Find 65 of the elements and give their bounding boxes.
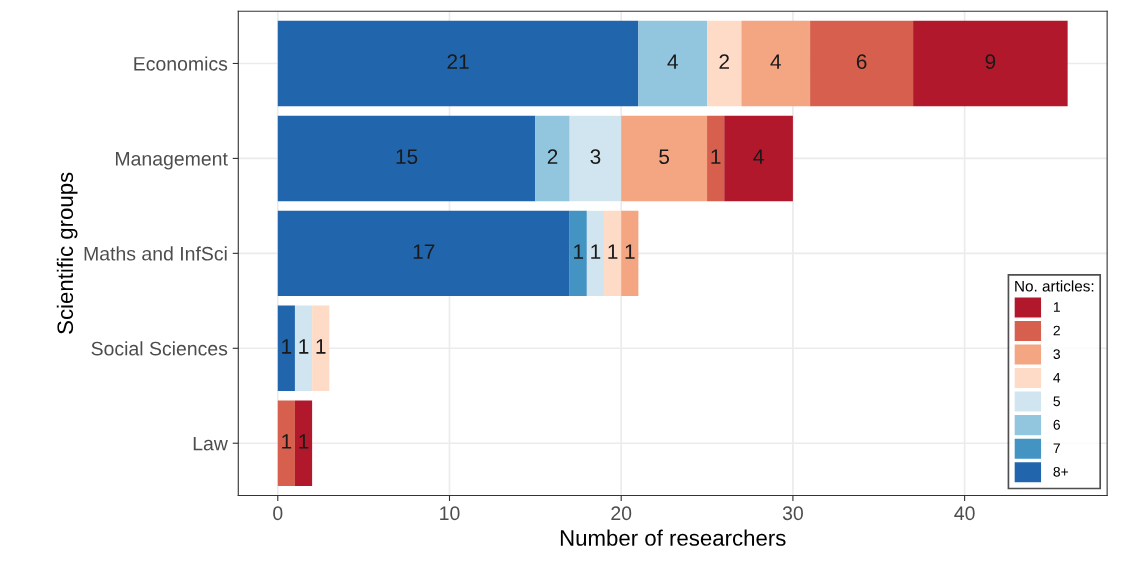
x-tick-label: 40 <box>954 506 975 521</box>
bar <box>741 20 811 107</box>
data-label: 2 <box>547 149 558 164</box>
legend-label: 7 <box>1053 443 1060 454</box>
data-label: 3 <box>590 149 601 165</box>
data-label: 4 <box>770 54 781 69</box>
x-tick-label: 30 <box>782 506 803 521</box>
data-label: 1 <box>299 434 309 449</box>
y-tick-label: Economics <box>134 56 228 71</box>
data-label: 17 <box>413 244 435 259</box>
bar <box>586 210 605 297</box>
bar <box>569 115 622 202</box>
bar <box>569 210 587 297</box>
bar <box>724 115 793 202</box>
legend-title: No. articles: <box>1015 280 1094 292</box>
legend-label: 3 <box>1053 349 1060 360</box>
legend-label: 6 <box>1053 419 1060 430</box>
x-tick-label: 20 <box>611 506 632 521</box>
bar <box>277 210 570 297</box>
bar <box>294 400 313 486</box>
data-label: 6 <box>856 54 867 70</box>
bar <box>810 20 914 107</box>
legend-label: 2 <box>1053 325 1060 336</box>
bar <box>707 115 725 202</box>
y-axis-title: Scientific groups <box>56 172 78 334</box>
data-label: 15 <box>396 149 418 165</box>
bar <box>535 115 570 202</box>
bar <box>294 305 313 392</box>
data-label: 1 <box>282 434 292 449</box>
x-axis-title: Number of researchers <box>560 529 786 546</box>
data-label: 4 <box>667 54 678 69</box>
data-label: 1 <box>625 244 635 259</box>
legend-label: 8+ <box>1053 466 1069 477</box>
data-label: 1 <box>299 339 309 354</box>
bar <box>277 400 295 486</box>
bar <box>277 305 295 392</box>
data-label: 5 <box>659 149 670 165</box>
data-label: 4 <box>753 149 764 164</box>
bar <box>621 210 639 297</box>
bar <box>604 210 622 297</box>
bar <box>277 20 639 107</box>
legend-label: 5 <box>1053 396 1061 407</box>
data-label: 21 <box>447 54 469 69</box>
data-label: 1 <box>316 339 326 354</box>
y-tick-label: Maths and InfSci <box>84 246 227 261</box>
x-tick-label: 10 <box>440 506 460 521</box>
data-label: 1 <box>282 339 292 354</box>
data-label: 1 <box>608 244 618 259</box>
bar <box>312 305 330 392</box>
legend-label: 1 <box>1053 302 1060 312</box>
bar <box>707 20 742 107</box>
bar <box>621 115 708 202</box>
legend-label: 4 <box>1053 372 1061 383</box>
data-label: 2 <box>719 54 729 69</box>
bar <box>277 115 536 202</box>
y-tick-label: Management <box>115 152 228 170</box>
data-label: 1 <box>711 149 721 164</box>
bar <box>913 20 1068 107</box>
data-label: 1 <box>591 244 601 259</box>
data-label: 1 <box>574 244 584 259</box>
x-tick-label: 0 <box>273 506 283 521</box>
y-tick-label: Social Sciences <box>91 341 228 356</box>
y-tick-label: Law <box>193 436 228 451</box>
data-label: 9 <box>985 54 996 70</box>
bar <box>638 20 708 107</box>
